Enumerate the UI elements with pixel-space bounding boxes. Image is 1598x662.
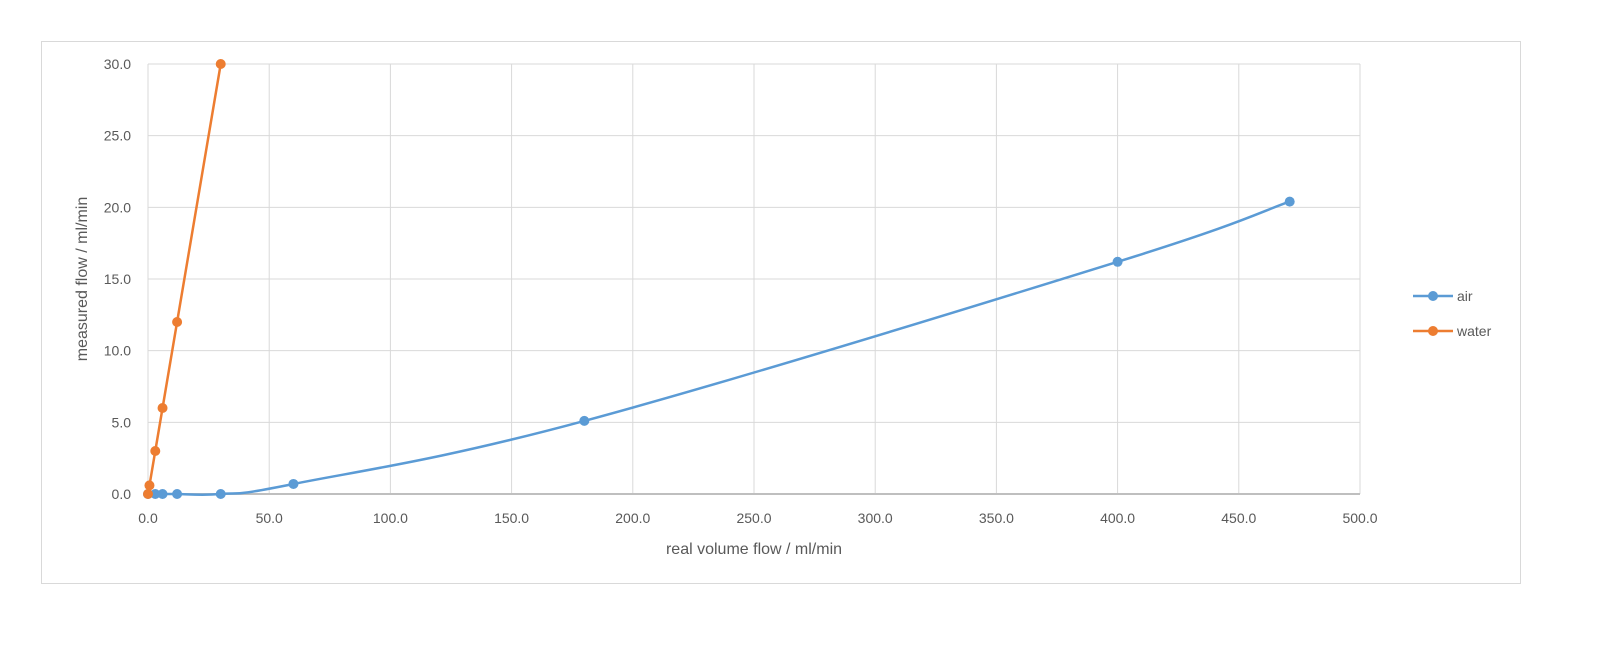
x-tick-label: 0.0 <box>138 510 158 526</box>
x-axis-title: real volume flow / ml/min <box>666 541 842 558</box>
data-point-air <box>1284 196 1295 207</box>
x-tick-label: 200.0 <box>615 510 650 526</box>
data-point-water <box>157 403 168 413</box>
y-tick-labels: 0.0 5.0 10.0 15.0 20.0 25.0 30.0 <box>104 56 131 502</box>
data-point-water <box>144 480 155 491</box>
y-tick-label: 10.0 <box>104 343 131 359</box>
legend-label: air <box>1457 288 1473 304</box>
data-point-air <box>172 489 183 499</box>
x-tick-label: 250.0 <box>736 510 771 526</box>
y-tick-label: 30.0 <box>104 56 131 72</box>
x-tick-label: 150.0 <box>494 510 529 526</box>
data-point-air <box>288 478 299 489</box>
data-point-air <box>1112 256 1123 267</box>
data-point-air <box>215 489 226 499</box>
data-point-air <box>579 415 590 426</box>
legend-label: water <box>1456 323 1492 339</box>
x-tick-labels: 0.0 50.0 100.0 150.0 200.0 250.0 300.0 350.0 400… <box>138 510 1377 526</box>
y-tick-label: 15.0 <box>104 271 131 287</box>
series-layer <box>143 59 1295 499</box>
data-point-water <box>143 489 153 499</box>
data-point-water <box>172 317 183 327</box>
legend-item-air: air <box>1413 288 1473 304</box>
y-axis-title: measured flow / ml/min <box>74 197 91 362</box>
data-point-water <box>150 446 161 456</box>
y-tick-label: 20.0 <box>104 199 131 215</box>
y-tick-label: 0.0 <box>112 486 132 502</box>
y-tick-label: 5.0 <box>112 414 132 430</box>
series-line-air <box>148 200 1291 497</box>
x-tick-label: 300.0 <box>858 510 893 526</box>
x-tick-label: 450.0 <box>1221 510 1256 526</box>
axes <box>147 64 1360 495</box>
data-point-air <box>150 489 161 499</box>
x-tick-label: 350.0 <box>979 510 1014 526</box>
legend-item-water: water <box>1413 323 1492 339</box>
data-point-air <box>157 489 168 499</box>
legend: air water <box>1413 288 1492 339</box>
x-tick-label: 400.0 <box>1100 510 1135 526</box>
series-air <box>143 196 1295 499</box>
x-tick-label: 500.0 <box>1342 510 1377 526</box>
legend-marker <box>1428 326 1438 336</box>
x-tick-label: 100.0 <box>373 510 408 526</box>
x-tick-label: 50.0 <box>256 510 283 526</box>
grid-lines <box>148 63 1361 494</box>
y-tick-label: 25.0 <box>104 128 131 144</box>
data-point-water <box>215 59 226 69</box>
series-water <box>143 59 226 499</box>
legend-marker <box>1428 291 1438 301</box>
